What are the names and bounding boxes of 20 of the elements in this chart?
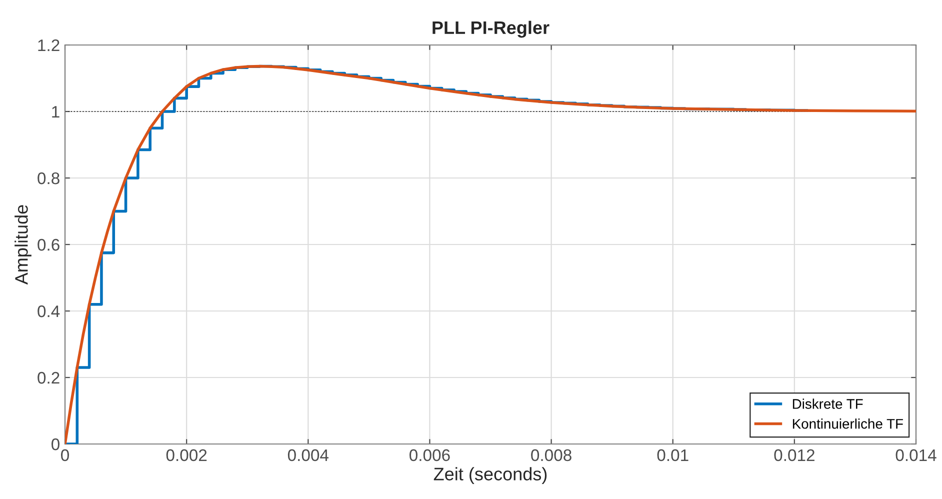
x-tick-label: 0.014: [896, 449, 936, 462]
x-tick-label: 0.004: [288, 449, 329, 462]
chart-title: PLL PI-Regler: [432, 20, 550, 38]
y-axis-title: Amplitude: [14, 205, 32, 285]
x-axis-title: Zeit (seconds): [434, 467, 547, 484]
x-tick-label: 0.01: [657, 449, 688, 462]
x-tick-label: 0.006: [410, 449, 450, 462]
y-tick-label: 0.8: [38, 172, 60, 184]
x-tick-label: 0: [61, 449, 69, 462]
y-tick-label: 1: [52, 106, 60, 118]
y-tick-label: 1.2: [38, 39, 60, 52]
y-tick-label: 0.6: [38, 238, 60, 251]
legend-label: Diskrete TF: [792, 398, 863, 409]
x-tick-label: 0.008: [531, 449, 572, 462]
x-tick-label: 0.012: [774, 449, 814, 462]
y-tick-label: 0.4: [38, 305, 60, 318]
legend-label: Kontinuierliche TF: [792, 418, 903, 429]
x-tick-label: 0.002: [166, 449, 207, 462]
y-tick-label: 0.2: [38, 372, 60, 384]
y-tick-label: 0: [52, 438, 60, 450]
